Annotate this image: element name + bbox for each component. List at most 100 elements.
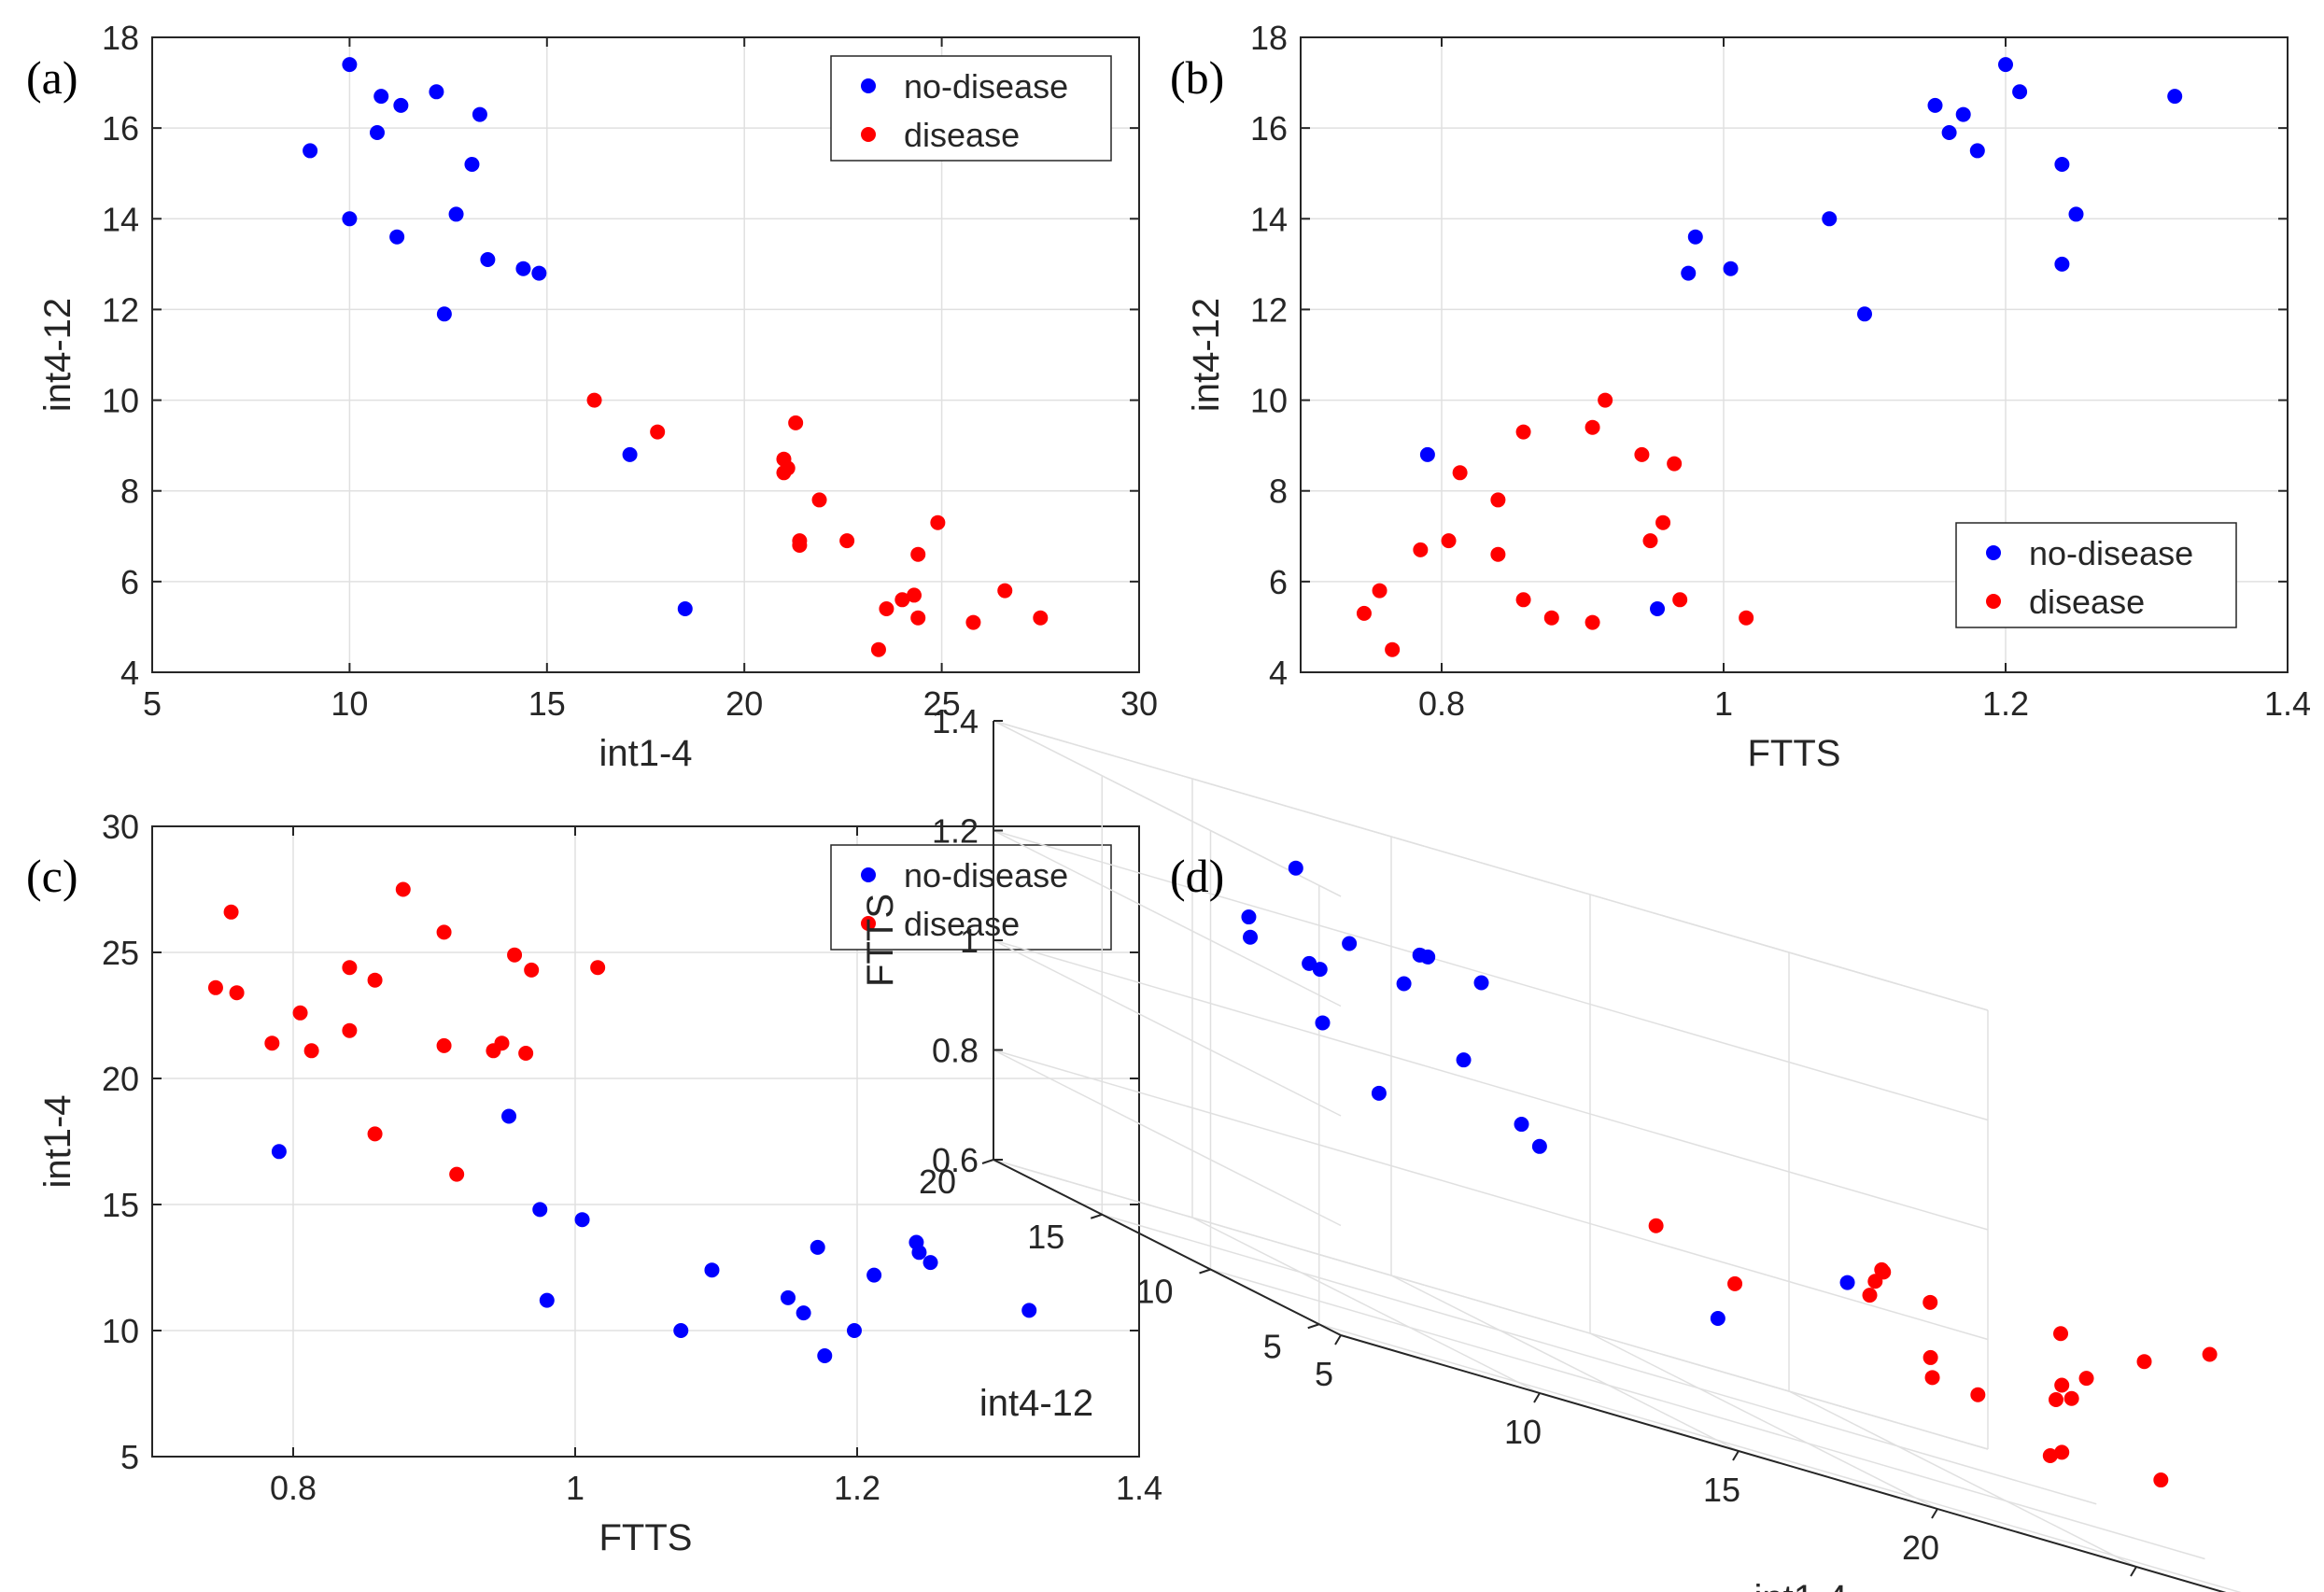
- data-point-no-disease: [1710, 1311, 1725, 1327]
- data-point-disease: [965, 614, 981, 630]
- data-point-no-disease: [531, 265, 547, 281]
- floor-gridline: [1210, 1268, 2205, 1560]
- data-point-no-disease: [436, 306, 452, 322]
- data-point-disease: [1413, 542, 1429, 557]
- data-point-no-disease: [1969, 143, 1985, 159]
- data-point-no-disease: [1998, 57, 2013, 73]
- data-point-no-disease: [2012, 84, 2028, 100]
- panel-label: (b): [1170, 51, 1224, 104]
- axes-box: [151, 36, 1140, 673]
- floor-gridline: [1589, 1332, 1938, 1510]
- x-tick-label: 1.4: [1116, 1469, 1162, 1507]
- data-point-no-disease: [923, 1255, 938, 1271]
- data-point-disease: [2153, 1472, 2169, 1488]
- y-tick-mark: [1090, 1213, 1103, 1219]
- data-point-no-disease: [1456, 1052, 1472, 1068]
- data-point-no-disease: [429, 84, 444, 100]
- data-point-disease: [1033, 610, 1049, 626]
- side-wall-gridline: [993, 829, 1342, 1007]
- data-point-disease: [1924, 1370, 1940, 1386]
- data-point-disease: [486, 1043, 501, 1059]
- data-point-no-disease: [810, 1239, 825, 1255]
- data-point-disease: [207, 979, 223, 995]
- y-tick-mark: [981, 1159, 994, 1164]
- data-point-no-disease: [1514, 1117, 1529, 1133]
- data-point-no-disease: [448, 206, 464, 222]
- data-point-no-disease: [2054, 157, 2070, 172]
- legend-marker-disease: [861, 127, 876, 142]
- data-point-no-disease: [2068, 206, 2084, 222]
- axes-box: [151, 825, 1140, 1458]
- data-point-disease: [518, 1046, 534, 1061]
- data-point-no-disease: [389, 229, 405, 245]
- data-point-disease: [367, 1126, 383, 1142]
- data-point-disease: [1356, 605, 1372, 621]
- legend-entry: no-disease: [2029, 534, 2193, 572]
- data-point-disease: [229, 985, 245, 1001]
- data-point-disease: [1739, 610, 1754, 626]
- data-point-no-disease: [1723, 261, 1739, 276]
- data-point-no-disease: [271, 1144, 287, 1160]
- data-point-no-disease: [1396, 976, 1412, 992]
- data-point-disease: [2054, 1377, 2070, 1393]
- data-point-disease: [264, 1036, 280, 1051]
- data-point-disease: [303, 1043, 319, 1059]
- y-tick-label: 12: [1250, 290, 1288, 329]
- x-tick-label: 15: [1703, 1471, 1740, 1509]
- floor-gridline: [1788, 1390, 2137, 1568]
- x-tick-mark: [1931, 1508, 1938, 1519]
- legend-box: [830, 55, 1112, 162]
- data-point-disease: [1874, 1261, 1890, 1277]
- back-wall-gridline: [993, 1049, 1989, 1341]
- data-point-no-disease: [796, 1305, 811, 1321]
- data-point-no-disease: [532, 1202, 548, 1218]
- data-point-no-disease: [373, 89, 389, 105]
- x-tick-label: 30: [1120, 684, 1158, 723]
- legend-marker-no-disease: [1986, 545, 2001, 560]
- data-point-no-disease: [1473, 975, 1489, 991]
- y-tick-label: 4: [120, 654, 139, 692]
- data-point-disease: [367, 972, 383, 988]
- x-tick-label: 25: [923, 684, 961, 723]
- data-point-no-disease: [1243, 929, 1259, 945]
- data-point-no-disease: [393, 97, 409, 113]
- x-tick-label: 0.8: [270, 1469, 317, 1507]
- data-point-disease: [590, 960, 606, 976]
- data-point-disease: [839, 533, 855, 549]
- y-tick-label: 4: [1269, 654, 1288, 692]
- chart-a: 5 10 15 20 25 30 4 6 8 10 12 14 16 18 int1-4 int4-12 no-…: [26, 19, 1158, 774]
- x-tick-label: 1: [566, 1469, 585, 1507]
- data-point-disease: [2053, 1326, 2069, 1342]
- y-tick-label: 20: [102, 1060, 139, 1098]
- x-tick-mark: [1732, 1450, 1739, 1461]
- y-tick-label: 25: [102, 934, 139, 972]
- data-point-disease: [2063, 1390, 2079, 1406]
- y-tick-label: 18: [102, 19, 139, 57]
- z-tick-label: 0.6: [932, 1141, 979, 1179]
- data-point-disease: [1648, 1218, 1664, 1233]
- x-tick-label: 20: [725, 684, 763, 723]
- data-point-disease: [1727, 1275, 1743, 1291]
- data-point-no-disease: [539, 1292, 555, 1308]
- data-point-no-disease: [472, 106, 487, 122]
- data-point-disease: [1923, 1349, 1938, 1365]
- data-point-disease: [930, 514, 946, 530]
- y-tick-label: 6: [120, 563, 139, 601]
- data-point-no-disease: [1941, 125, 1957, 140]
- legend-entry: disease: [2029, 583, 2145, 621]
- data-point-no-disease: [1687, 229, 1703, 245]
- data-point-disease: [792, 538, 808, 553]
- data-point-disease: [1585, 419, 1600, 435]
- data-point-no-disease: [704, 1262, 720, 1278]
- data-point-disease: [1655, 514, 1671, 530]
- data-point-disease: [395, 881, 411, 897]
- data-point-disease: [894, 592, 910, 608]
- data-point-disease: [879, 601, 894, 616]
- y-tick-label: 6: [1269, 563, 1288, 601]
- data-point-no-disease: [911, 1245, 927, 1261]
- data-point-disease: [586, 392, 602, 408]
- y-tick-label: 15: [1027, 1218, 1064, 1256]
- data-point-disease: [1667, 456, 1683, 472]
- floor-gridline: [1191, 1217, 1541, 1394]
